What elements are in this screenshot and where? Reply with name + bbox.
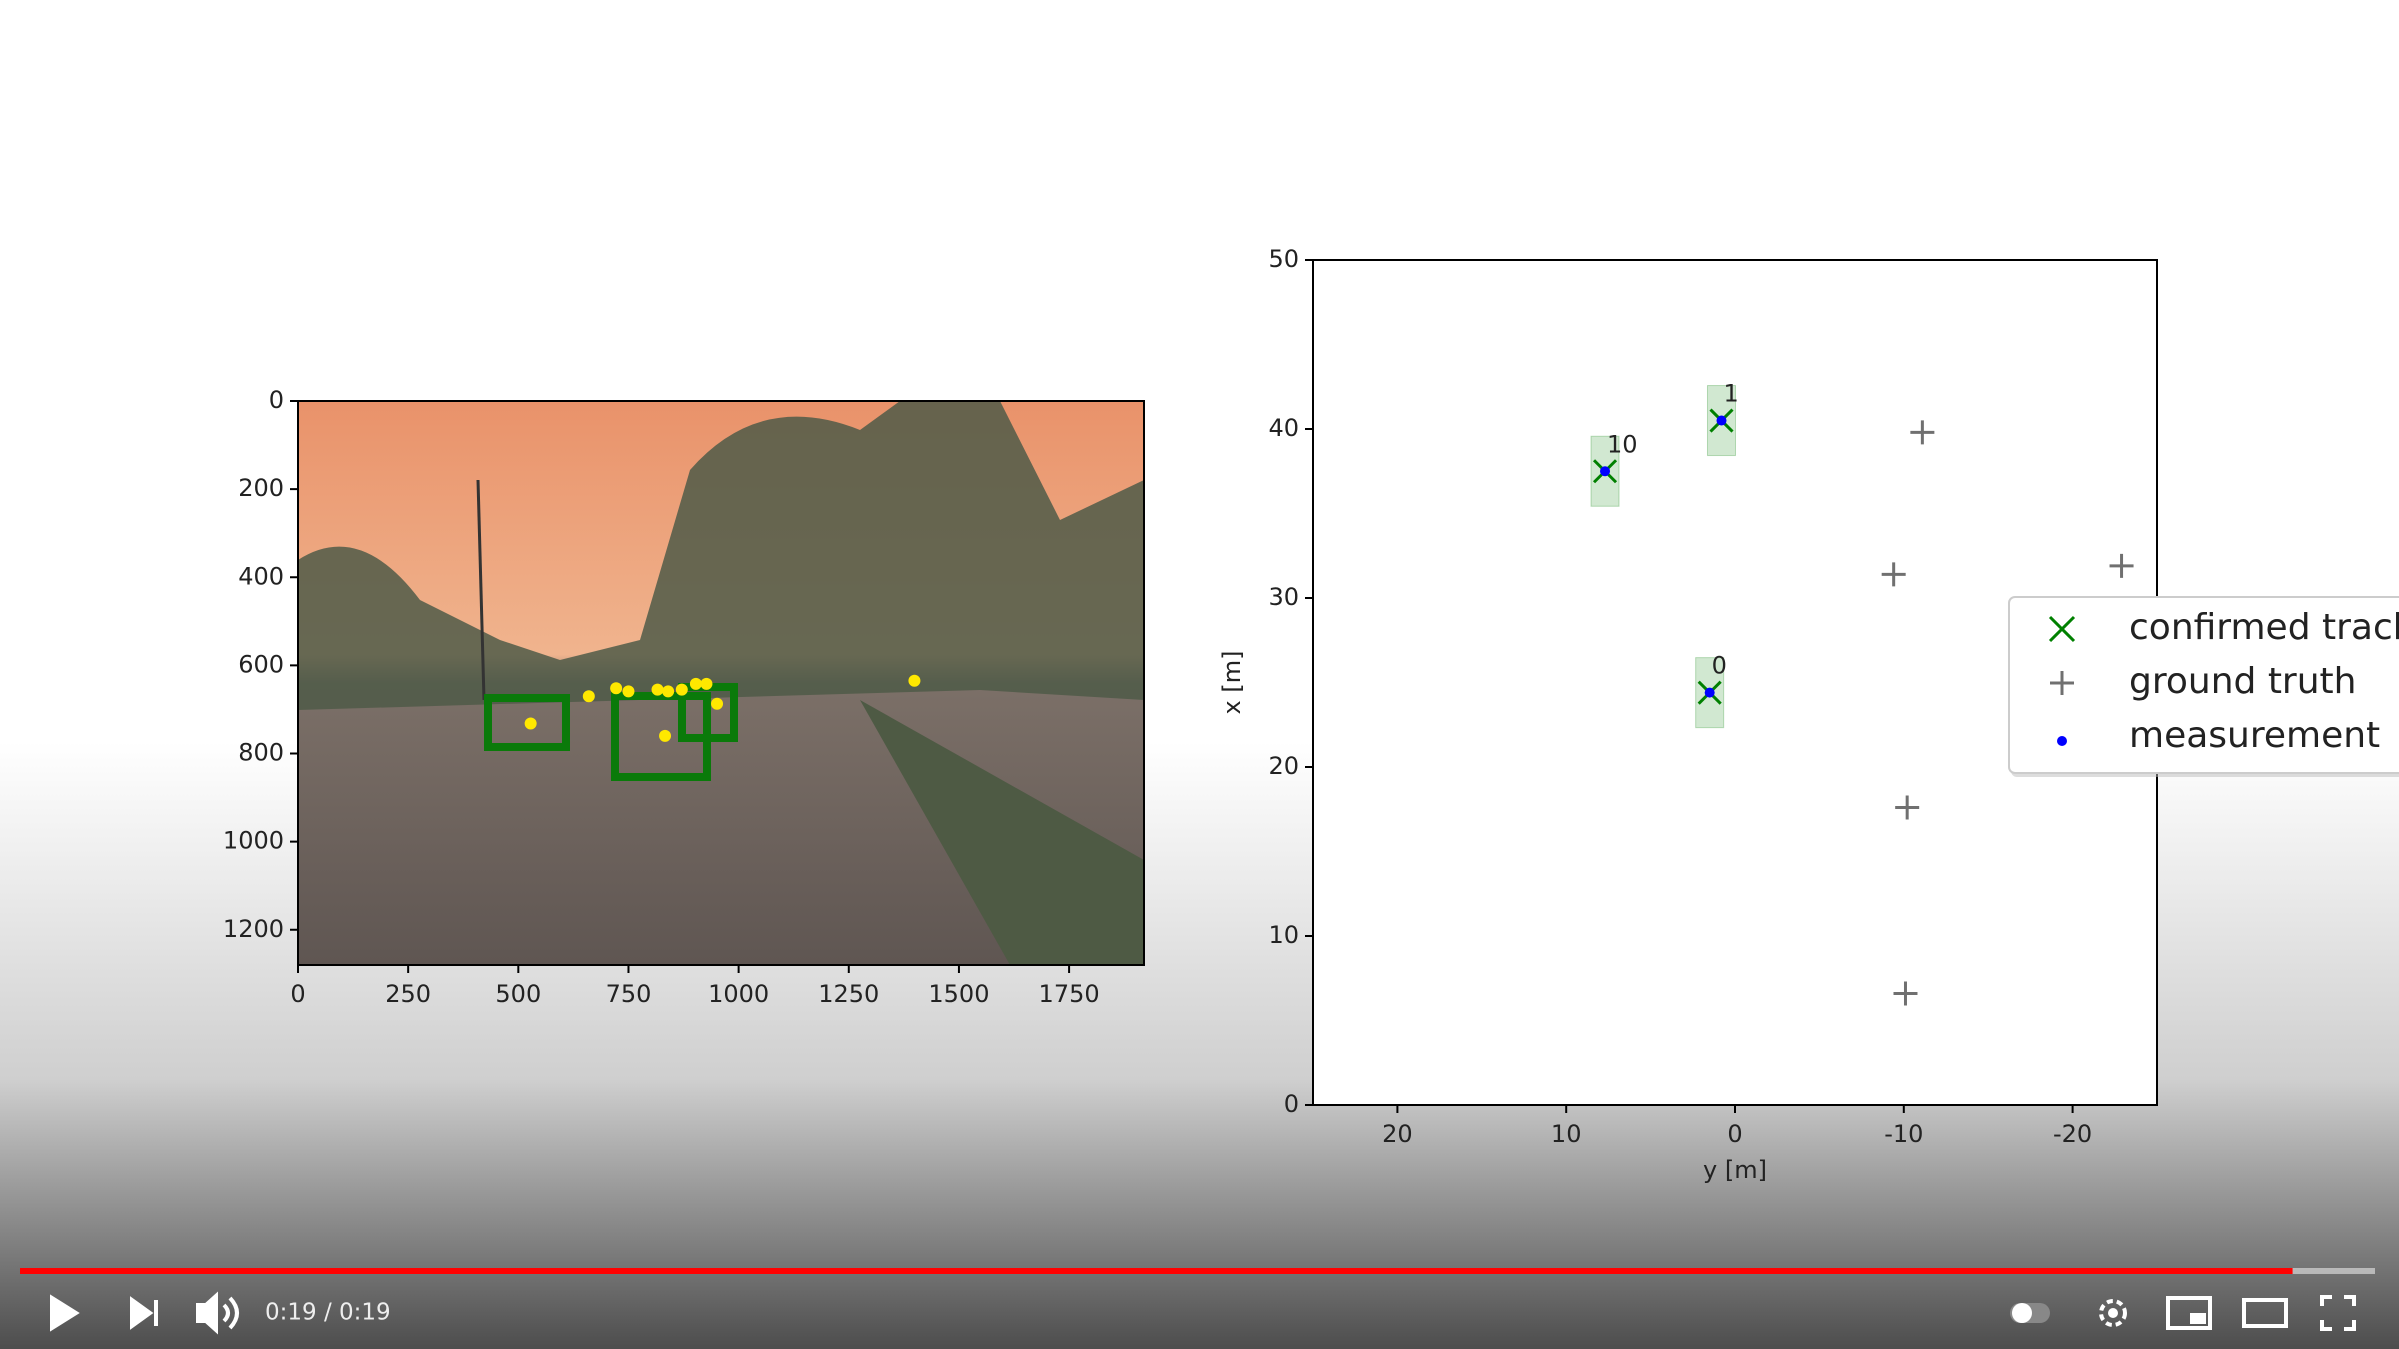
y-tick-label: 0 [269, 386, 284, 414]
measurement-point [711, 697, 724, 710]
track-id: 1 [1723, 380, 1738, 408]
measurement-point [524, 717, 537, 730]
measurement-point [662, 685, 675, 698]
legend-marker [2048, 615, 2076, 643]
x-tick-label: 10 [1551, 1120, 1582, 1148]
legend-marker [2050, 671, 2074, 695]
measurement-point [700, 677, 713, 690]
dot-shape [1600, 466, 1611, 477]
x-tick-label: 1000 [708, 980, 769, 1008]
y-tick-label: 600 [238, 650, 284, 678]
y-axis-label: x [m] [1218, 651, 1246, 715]
measurement-point [651, 683, 664, 696]
x-axis-label: y [m] [1703, 1156, 1767, 1184]
y-tick-label: 0 [1284, 1090, 1299, 1118]
ground-truth-marker [1893, 981, 1918, 1006]
progress-played [20, 1268, 2293, 1274]
x-tick-label: -20 [2053, 1120, 2092, 1148]
measurement-point [689, 677, 702, 690]
axes-frame [297, 400, 1145, 966]
measurement-point [675, 683, 688, 696]
track-id: 10 [1607, 430, 1638, 458]
measurement-point [610, 682, 623, 695]
time-display: 0:19 / 0:19 [265, 1300, 391, 1326]
player-controls[interactable] [50, 1291, 2356, 1335]
x-tick-label: 500 [495, 980, 541, 1008]
ground-truth-marker [1910, 420, 1935, 445]
y-tick-label: 10 [1268, 921, 1299, 949]
plus-shape [1881, 562, 1906, 587]
ground-truth-marker [1895, 795, 1920, 820]
y-tick-label: 400 [238, 562, 284, 590]
ground-truth-marker [1881, 562, 1906, 587]
dot-shape [1704, 687, 1715, 698]
measurement-point [908, 674, 921, 687]
measurement-point [659, 729, 672, 742]
y-tick-label: 1200 [223, 915, 284, 943]
y-tick-label: 20 [1268, 752, 1299, 780]
plus-shape [1895, 795, 1920, 820]
detection-boxes [484, 683, 738, 781]
y-tick-label: 30 [1268, 583, 1299, 611]
measurement-marker [1716, 415, 1727, 426]
legend-label: ground truth [2129, 661, 2356, 702]
x-tick-label: 1750 [1039, 980, 1100, 1008]
y-tick-label: 1000 [223, 827, 284, 855]
y-tick-label: 40 [1268, 414, 1299, 442]
camera-image [298, 401, 1144, 965]
x-tick-label: 750 [606, 980, 652, 1008]
ground-truth-marker [2109, 553, 2134, 578]
plus-shape [1893, 981, 1918, 1006]
y-tick-label: 800 [238, 739, 284, 767]
x-tick-label: 1500 [928, 980, 989, 1008]
measurement-point [622, 685, 635, 698]
plus-shape [1910, 420, 1935, 445]
x-tick-label: 250 [385, 980, 431, 1008]
legend-label: confirmed tracks [2129, 607, 2399, 648]
measurement-marker [1704, 687, 1715, 698]
x-tick-label: 20 [1382, 1120, 1413, 1148]
x-tick-label: 0 [1727, 1120, 1742, 1148]
dot-shape [1716, 415, 1727, 426]
legend-box [2008, 596, 2399, 774]
x-tick-label: 1250 [818, 980, 879, 1008]
x-tick-label: -10 [1884, 1120, 1923, 1148]
legend-label: measurement [2129, 715, 2380, 756]
plus-shape [2109, 553, 2134, 578]
track-id: 0 [1712, 652, 1727, 680]
legend-marker [2057, 736, 2067, 746]
y-tick-label: 200 [238, 474, 284, 502]
y-tick-label: 50 [1268, 245, 1299, 273]
measurement-point [582, 690, 595, 703]
x-tick-label: 0 [290, 980, 305, 1008]
measurement-marker [1600, 466, 1611, 477]
